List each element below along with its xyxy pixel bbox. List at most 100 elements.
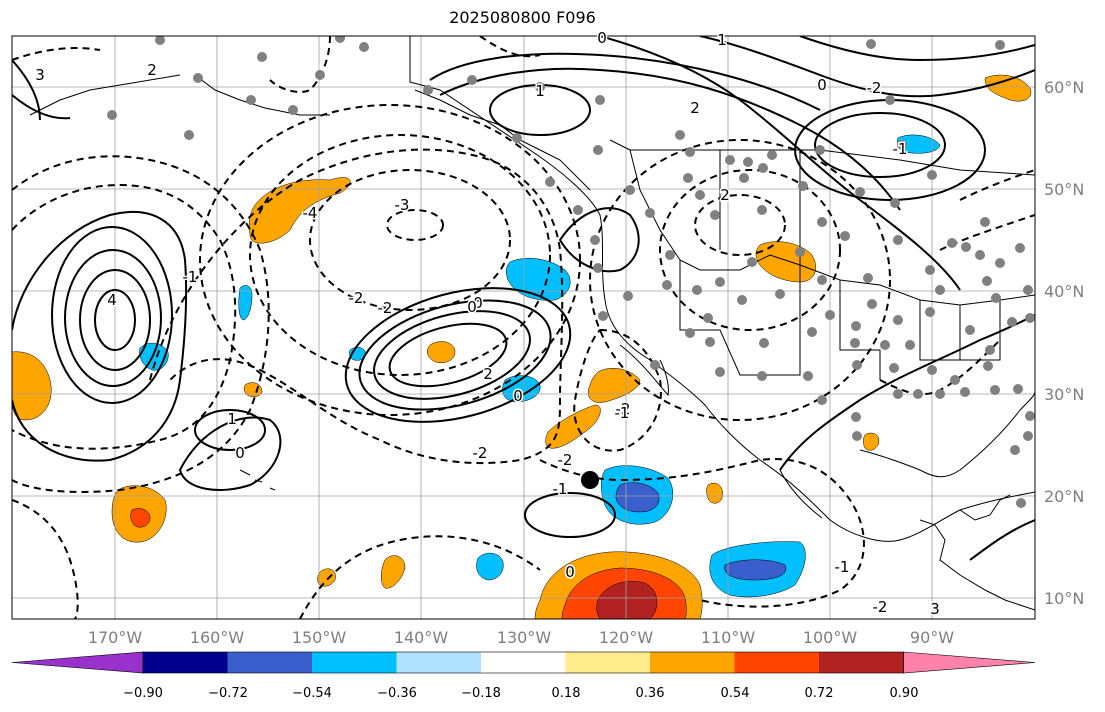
contour-label: -2: [473, 444, 488, 462]
contour-label-halo: -3: [395, 196, 410, 214]
lat-label: 20°N: [1044, 487, 1084, 506]
contour-label: -4: [303, 204, 318, 222]
lon-labels: 170°W 160°W 150°W 140°W 130°W 120°W 110°…: [88, 628, 954, 647]
contour-label-halo: -2: [349, 289, 364, 307]
orange-blob: [381, 555, 406, 589]
red-blob: [130, 508, 151, 528]
contour-label-halo: 0: [235, 444, 245, 462]
contour-label: 1: [227, 410, 237, 428]
colorbar-tick-label: −0.54: [292, 686, 332, 701]
contour-label: 0: [817, 76, 827, 94]
colorbar-tick-label: 0.90: [890, 686, 919, 701]
contour-label-halo: 0: [467, 298, 477, 316]
orange-blob: [706, 482, 723, 504]
contour-label-halo: -2: [378, 299, 393, 317]
contour-label-halo: 1: [535, 82, 545, 100]
orange-blob: [427, 341, 456, 363]
contour-label-halo: 1: [227, 410, 237, 428]
darkred-blob: [596, 581, 658, 619]
colorbar-tick-label: −0.90: [123, 686, 163, 701]
colorbar-ticks: −0.90 −0.72 −0.54 −0.36 −0.18 0.18 0.36 …: [123, 686, 918, 701]
orange-blob: [248, 177, 351, 244]
contour-label: 2: [690, 99, 700, 117]
colorbar-tick-label: 0.18: [552, 686, 581, 701]
contour-label: 0: [235, 444, 245, 462]
contour-label-halo: -2: [558, 451, 573, 469]
contour-label: 3: [930, 600, 940, 618]
colorbar-segment: [565, 652, 651, 673]
colorbar-segment: [650, 652, 735, 673]
contour-label-halo: -2: [616, 400, 631, 418]
lon-label: 150°W: [292, 628, 347, 647]
contour-label-halo: 0: [817, 76, 827, 94]
blue-blob: [615, 482, 660, 513]
contour-label-halo: 3: [35, 66, 45, 84]
cyan-blob: [139, 342, 169, 371]
contour-label-halo: 2: [690, 99, 700, 117]
contour-label-halo: -1: [835, 558, 850, 576]
contour-label: 0: [473, 294, 483, 312]
contour-label-halo: 2: [483, 365, 493, 383]
contour-label: 0: [513, 387, 523, 405]
colorbar-segment: [819, 652, 904, 673]
lat-label: 10°N: [1044, 589, 1084, 608]
lon-label: 90°W: [910, 628, 954, 647]
contour-label: 3: [35, 66, 45, 84]
contour-label-group: 00223344-1-1-2-2-3-3-4-4-2-211001122-2-2…: [34, 28, 942, 620]
colorbar-segment: [143, 652, 228, 673]
colorbar-tick-label: −0.72: [208, 686, 248, 701]
contour-label: 2: [147, 61, 157, 79]
colorbar-border: [142, 651, 904, 674]
contour-label: -2: [873, 598, 888, 616]
contour-label-halo: -1: [553, 480, 568, 498]
contour-label: -1: [183, 268, 198, 286]
contour-label: -1: [835, 558, 850, 576]
contour-label-halo: 4: [107, 291, 117, 309]
lon-label: 120°W: [599, 628, 654, 647]
lon-label: 100°W: [803, 628, 858, 647]
colorbar-tick-label: 0.36: [636, 686, 665, 701]
colorbar-segment: [903, 651, 1036, 674]
colorbar-segment: [481, 652, 566, 673]
contour-label-halo: -1: [615, 404, 630, 422]
negative-contours: [12, 36, 1035, 619]
lon-label: 130°W: [497, 628, 552, 647]
blue-blob: [724, 559, 787, 581]
contour-label-halo: 0: [473, 294, 483, 312]
colorbar-segment: [312, 652, 397, 673]
cyan-blob: [238, 285, 253, 321]
colorbar-segment: [11, 651, 144, 674]
center-marker: [581, 471, 599, 489]
contour-label-halo: 2: [720, 186, 730, 204]
map-title: 2025080800 F096: [449, 8, 596, 27]
contour-label-halo: -2: [873, 598, 888, 616]
contour-label-halo: 3: [930, 600, 940, 618]
contour-label-halo: -1: [893, 140, 908, 158]
colorbar-tick-label: 0.72: [805, 686, 834, 701]
orange-blob: [317, 568, 336, 587]
contour-label: -2: [378, 299, 393, 317]
colorbar-segment: [227, 652, 313, 673]
orange-blob: [863, 432, 880, 451]
orange-blob: [545, 404, 601, 449]
contour-label: 2: [720, 186, 730, 204]
cyan-blob: [476, 552, 504, 581]
contour-label-halo: -2: [473, 444, 488, 462]
contour-label-halo: 2: [147, 61, 157, 79]
contour-label: -3: [395, 196, 410, 214]
contour-label-halo: -4: [303, 204, 318, 222]
colorbar-segment: [396, 652, 482, 673]
lat-label: 60°N: [1044, 78, 1084, 97]
contour-label: 0: [565, 563, 575, 581]
lat-label: 40°N: [1044, 282, 1084, 301]
contour-label-halo: -2: [867, 79, 882, 97]
contour-label: -2: [349, 289, 364, 307]
contour-label-halo: -1: [183, 268, 198, 286]
gridlines: [12, 36, 1035, 619]
contour-label: 0: [467, 298, 477, 316]
orange-blob: [984, 74, 1032, 102]
contour-label: 2: [483, 365, 493, 383]
lon-label: 140°W: [394, 628, 449, 647]
contour-label: -1: [615, 404, 630, 422]
